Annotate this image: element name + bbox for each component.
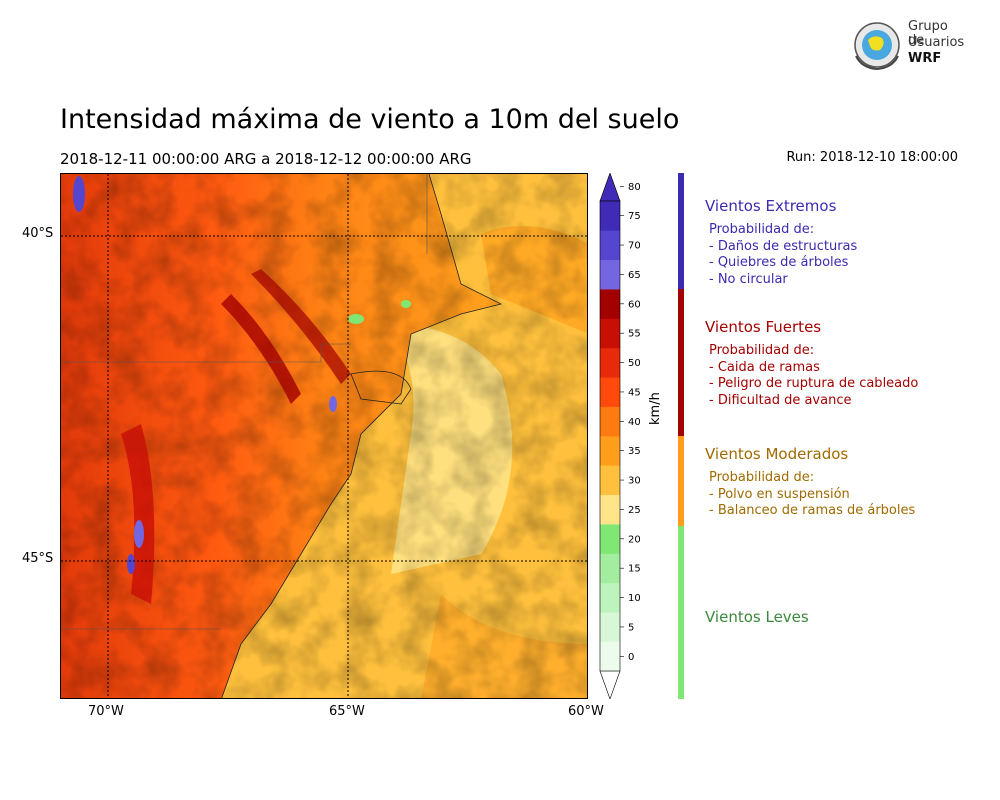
- lon-tick-60w: 60°W: [568, 704, 604, 719]
- colorbar-segment: [600, 582, 620, 613]
- colorbar-segment: [600, 465, 620, 496]
- colorbar-tick-label: 75: [628, 211, 641, 222]
- band-moderados: [678, 436, 684, 526]
- colorbar-tick-label: 70: [628, 241, 641, 252]
- colorbar-segment: [600, 612, 620, 642]
- colorbar-max-extend: [599, 173, 621, 202]
- globe-logo-icon: [854, 22, 900, 71]
- desc-line: - Daños de estructuras: [709, 238, 858, 254]
- band-leves: [678, 526, 684, 699]
- colorbar-tick-label: 50: [628, 358, 641, 369]
- forecast-period: 2018-12-11 00:00:00 ARG a 2018-12-12 00:…: [60, 150, 472, 168]
- desc-line: - Caida de ramas: [709, 359, 820, 375]
- logo-line-3: WRF: [908, 51, 942, 66]
- cat-fuertes-desc: Probabilidad de: - Caida de ramas - Peli…: [709, 343, 918, 409]
- colorbar-tick-label: 25: [628, 505, 641, 516]
- chart-title: Intensidad máxima de viento a 10m del su…: [60, 104, 680, 135]
- desc-line: - Dificultad de avance: [709, 392, 852, 408]
- colorbar: 0 5 10 15 20 25 30 35 40 45 50 55 60 65 70 75 80: [599, 173, 641, 699]
- colorbar-tick-label: 80: [628, 182, 641, 193]
- colorbar-segment: [600, 318, 620, 349]
- cat-moderados-name: Vientos Moderados: [705, 445, 849, 463]
- logo-line-1: Grupo de: [908, 19, 948, 48]
- colorbar-segment: [600, 436, 620, 466]
- lon-tick-70w: 70°W: [88, 704, 124, 719]
- colorbar-segment: [600, 259, 620, 290]
- band-extremos: [678, 173, 684, 289]
- colorbar-tick-label: 20: [628, 534, 641, 545]
- desc-line: - Balanceo de ramas de árboles: [709, 503, 916, 518]
- logo-line-2: Usuarios: [908, 35, 965, 50]
- run-time: Run: 2018-12-10 18:00:00: [786, 150, 958, 165]
- colorbar-tick-label: 45: [628, 387, 641, 398]
- colorbar-min-extend: [599, 670, 621, 699]
- desc-line: Probabilidad de:: [709, 343, 815, 358]
- colorbar-tick-label: 30: [628, 476, 641, 487]
- colorbar-segment: [600, 524, 620, 554]
- desc-line: - Quiebres de árboles: [709, 255, 849, 270]
- desc-line: - Polvo en suspensión: [709, 486, 850, 502]
- cat-moderados-desc: Probabilidad de: - Polvo en suspensión -…: [709, 470, 915, 520]
- wrf-logo: Grupo de Usuarios WRF: [848, 18, 968, 72]
- colorbar-tick-label: 40: [628, 417, 641, 428]
- colorbar-segment: [600, 230, 620, 261]
- cat-leves-name: Vientos Leves: [705, 608, 809, 626]
- colorbar-segment: [600, 553, 620, 584]
- colorbar-tick-label: 0: [628, 652, 634, 663]
- desc-line: - Peligro de ruptura de cableado: [709, 376, 919, 391]
- wind-map: [60, 173, 588, 699]
- cat-extremos-desc: Probabilidad de: - Daños de estructuras …: [709, 222, 857, 288]
- colorbar-segment: [600, 377, 620, 407]
- colorbar-frame: [599, 200, 621, 672]
- colorbar-segment: [600, 494, 620, 525]
- colorbar-segment: [600, 641, 620, 672]
- wind-map-canvas: [61, 174, 587, 698]
- lat-tick-45s: 45°S: [22, 551, 54, 566]
- colorbar-segment: [600, 406, 620, 437]
- lon-tick-65w: 65°W: [329, 704, 365, 719]
- desc-line: Probabilidad de:: [709, 470, 815, 485]
- colorbar-segment: [600, 201, 620, 231]
- colorbar-tick-label: 55: [628, 329, 641, 340]
- colorbar-segment: [600, 289, 620, 319]
- desc-line: - No circular: [709, 271, 788, 287]
- cat-fuertes-name: Vientos Fuertes: [705, 318, 822, 336]
- colorbar-tick-label: 60: [628, 299, 641, 310]
- colorbar-tick-label: 10: [628, 593, 641, 604]
- band-fuertes: [678, 289, 684, 436]
- colorbar-tick-label: 15: [628, 564, 641, 575]
- colorbar-tick-label: 35: [628, 446, 641, 457]
- desc-line: Probabilidad de:: [709, 222, 815, 237]
- colorbar-tick-label: 5: [628, 622, 634, 633]
- lat-tick-40s: 40°S: [22, 226, 54, 241]
- colorbar-unit: km/h: [648, 392, 663, 425]
- cat-extremos-name: Vientos Extremos: [705, 197, 837, 215]
- colorbar-tick-label: 65: [628, 270, 641, 281]
- colorbar-segment: [600, 347, 620, 378]
